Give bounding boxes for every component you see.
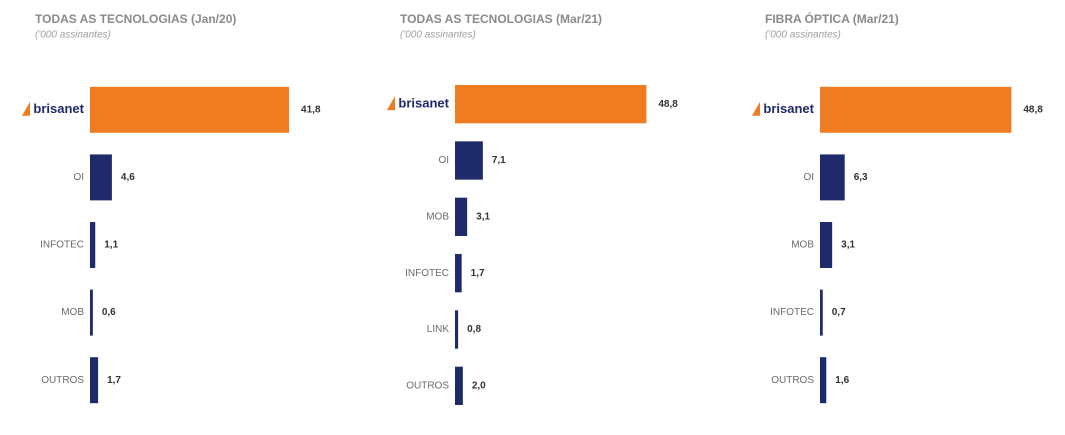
chart-title: TODAS AS TECNOLOGIAS (Jan/20)	[35, 12, 236, 26]
value-label: 4,6	[121, 172, 135, 183]
value-label: 48,8	[658, 99, 678, 110]
category-label: INFOTEC	[405, 268, 449, 279]
bar	[90, 222, 96, 268]
bar	[455, 366, 463, 405]
bar	[820, 154, 845, 201]
category-label: OUTROS	[41, 375, 84, 386]
category-label: MOB	[61, 307, 84, 318]
value-label: 0,6	[102, 307, 116, 318]
bar	[455, 254, 462, 293]
bar	[820, 289, 823, 336]
logo-mark	[752, 101, 760, 116]
logo-mark	[387, 96, 395, 111]
bar	[90, 154, 112, 201]
category-label: MOB	[791, 240, 814, 251]
value-label: 0,8	[467, 324, 481, 335]
value-label: 3,1	[476, 211, 490, 222]
bar	[820, 86, 1012, 133]
category-label: LINK	[427, 324, 450, 335]
bar	[90, 357, 99, 404]
chart-title: TODAS AS TECNOLOGIAS (Mar/21)	[400, 12, 602, 26]
category-label: INFOTEC	[40, 240, 84, 251]
category-label: MOB	[426, 211, 449, 222]
bar	[90, 289, 93, 336]
bar	[455, 197, 468, 236]
value-label: 3,1	[841, 240, 855, 251]
bar	[455, 141, 483, 180]
value-label: 48,8	[1023, 104, 1043, 115]
category-label: OUTROS	[406, 380, 449, 391]
value-label: 1,1	[104, 240, 118, 251]
bar	[455, 310, 459, 349]
bar	[820, 222, 833, 268]
chart-subtitle: ('000 assinantes)	[35, 30, 111, 41]
category-label: OI	[803, 172, 814, 183]
value-label: 7,1	[492, 155, 506, 166]
value-label: 1,7	[471, 268, 485, 279]
category-label: INFOTEC	[770, 307, 814, 318]
chart-subtitle: ('000 assinantes)	[765, 30, 841, 41]
category-label: brisanet	[398, 96, 449, 111]
category-label: brisanet	[763, 101, 814, 116]
value-label: 1,6	[835, 375, 849, 386]
category-label: brisanet	[33, 101, 84, 116]
value-label: 1,7	[107, 375, 121, 386]
value-label: 41,8	[301, 104, 321, 115]
category-label: OUTROS	[771, 375, 814, 386]
chart-title: FIBRA ÓPTICA (Mar/21)	[765, 11, 899, 26]
bar	[90, 86, 290, 133]
value-label: 6,3	[854, 172, 868, 183]
category-label: OI	[438, 155, 449, 166]
logo-mark	[22, 101, 30, 116]
value-label: 0,7	[832, 307, 846, 318]
bar	[455, 85, 647, 124]
bar	[820, 357, 827, 404]
chart-subtitle: ('000 assinantes)	[400, 30, 476, 41]
value-label: 2,0	[472, 380, 486, 391]
category-label: OI	[73, 172, 84, 183]
